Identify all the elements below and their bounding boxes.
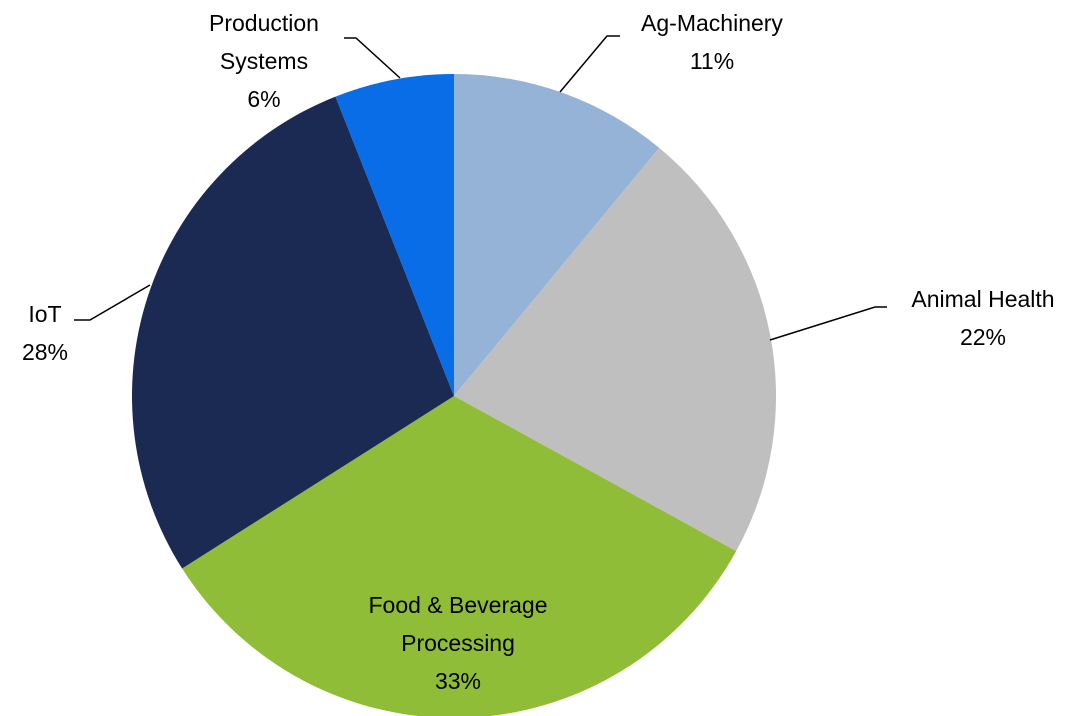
- data-label: Production Systems 6%: [184, 4, 344, 118]
- pie-slice: [335, 74, 454, 396]
- category-label: IoT: [28, 301, 62, 327]
- data-label: Food & Beverage Processing 33%: [333, 586, 583, 700]
- category-label: Ag-Machinery: [641, 10, 783, 36]
- leader-line: [74, 284, 151, 321]
- data-label: IoT 28%: [5, 295, 85, 371]
- category-label: Animal Health: [911, 286, 1055, 312]
- value-label: 6%: [247, 86, 281, 112]
- pie-slice: [454, 74, 660, 396]
- pie-slice: [454, 147, 777, 552]
- data-label: Animal Health 22%: [873, 280, 1081, 356]
- leader-line: [769, 306, 887, 341]
- pie-slice: [182, 396, 737, 716]
- leader-line: [559, 35, 620, 93]
- value-label: 33%: [434, 668, 482, 694]
- value-label: 28%: [21, 339, 69, 365]
- category-label: Production Systems: [209, 10, 319, 74]
- value-label: 11%: [689, 48, 735, 74]
- data-label: Ag-Machinery 11%: [582, 4, 842, 80]
- value-label: 22%: [959, 324, 1007, 350]
- leader-line: [344, 37, 401, 79]
- pie-slice: [131, 96, 455, 569]
- category-label: Food & Beverage Processing: [368, 592, 548, 656]
